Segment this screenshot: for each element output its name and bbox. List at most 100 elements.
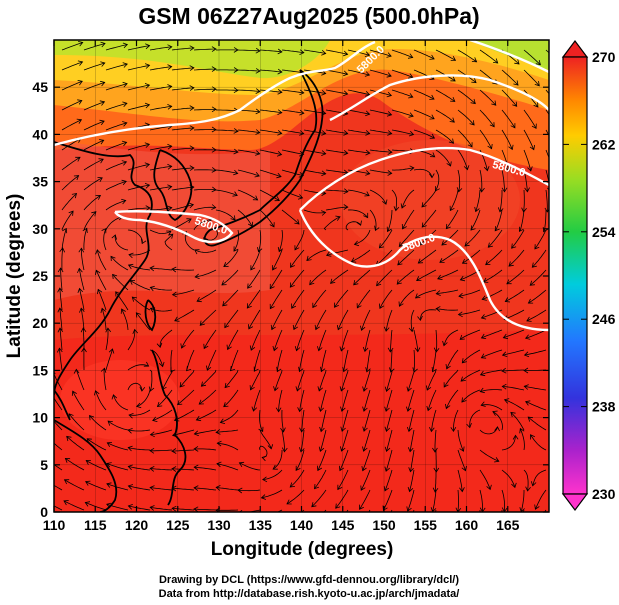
- streamline: [110, 256, 129, 271]
- streamline-arrow: [68, 210, 74, 216]
- streamline-arrow: [171, 266, 177, 273]
- streamline: [162, 369, 173, 390]
- streamline-arrow: [479, 387, 485, 394]
- streamline-arrow: [519, 427, 525, 434]
- streamline: [339, 449, 349, 471]
- streamline-arrow: [362, 426, 368, 432]
- streamline-arrow: [342, 366, 348, 373]
- streamline-arrow: [77, 80, 83, 86]
- streamline: [413, 129, 435, 139]
- streamline: [347, 109, 370, 115]
- streamline-arrow: [211, 106, 217, 113]
- streamline: [289, 269, 305, 288]
- streamline-arrow: [417, 258, 424, 264]
- streamline: [426, 369, 437, 391]
- streamline-arrow: [393, 206, 400, 212]
- streamline: [259, 189, 280, 201]
- streamline: [59, 288, 63, 311]
- streamline: [220, 409, 239, 423]
- streamline-arrow: [530, 434, 535, 440]
- streamline-arrow: [249, 345, 256, 351]
- streamline-arrow: [299, 130, 305, 136]
- streamline-arrow: [299, 427, 305, 433]
- streamline-arrow: [365, 149, 371, 156]
- coastline-korea: [153, 149, 193, 222]
- streamline-arrow: [206, 365, 212, 371]
- streamline: [127, 143, 150, 151]
- streamline: [127, 382, 143, 392]
- streamline-arrow: [407, 53, 414, 59]
- streamline: [206, 349, 217, 371]
- streamline: [528, 289, 547, 304]
- streamline-arrow: [276, 366, 282, 373]
- streamline: [105, 200, 126, 211]
- streamline-arrow: [194, 249, 200, 255]
- streamline-arrow: [269, 222, 275, 228]
- streamline-arrow: [334, 302, 339, 308]
- streamline-arrow: [249, 385, 255, 391]
- streamline: [480, 369, 503, 376]
- streamline-arrow: [554, 124, 558, 129]
- streamline-arrow: [485, 260, 491, 266]
- streamline-arrow: [343, 130, 349, 136]
- streamline: [114, 234, 129, 251]
- streamline-arrow: [364, 191, 370, 197]
- streamline-arrow: [317, 465, 323, 472]
- streamline-arrow: [273, 386, 279, 392]
- streamline: [61, 156, 81, 171]
- streamline: [83, 43, 106, 51]
- streamline-arrow: [321, 210, 327, 216]
- colorbar-tick-label: 230: [592, 486, 616, 502]
- streamline-arrow: [121, 198, 127, 205]
- streamline: [193, 206, 216, 211]
- streamline: [171, 107, 194, 111]
- streamline: [201, 369, 217, 387]
- colorbar-tick-label: 262: [592, 136, 616, 152]
- streamline: [171, 204, 194, 211]
- streamline-arrow: [78, 247, 85, 253]
- streamline-arrow: [98, 158, 104, 164]
- streamline-arrow: [99, 139, 105, 145]
- streamline-arrow: [233, 246, 239, 252]
- streamline: [223, 249, 239, 267]
- streamline: [83, 158, 104, 171]
- streamline-arrow: [386, 226, 392, 233]
- streamline: [237, 129, 260, 133]
- streamline: [128, 429, 151, 432]
- streamline-arrow: [247, 283, 253, 289]
- streamline: [172, 289, 195, 296]
- streamline: [481, 349, 503, 359]
- streamline: [356, 289, 371, 309]
- streamline-arrow: [337, 484, 343, 491]
- streamline: [502, 349, 525, 356]
- streamline-arrow: [127, 263, 134, 270]
- streamline-arrow: [429, 427, 435, 433]
- streamline-arrow: [193, 446, 199, 452]
- streamline-arrow: [450, 427, 457, 433]
- streamline: [259, 209, 275, 228]
- streamline-arrow: [382, 199, 388, 205]
- streamline-arrow: [262, 476, 268, 483]
- coastline-philippines: [151, 349, 187, 506]
- streamline: [436, 289, 459, 295]
- streamline-arrow: [511, 243, 517, 249]
- streamline: [174, 309, 195, 322]
- streamline-arrow: [428, 173, 435, 179]
- streamline: [198, 389, 217, 405]
- streamline-arrow: [534, 244, 540, 250]
- streamline: [150, 267, 173, 271]
- streamline-arrow: [223, 402, 229, 408]
- streamline-arrow: [107, 420, 113, 426]
- contour-line-top-right: [469, 40, 549, 74]
- streamline-arrow: [335, 215, 341, 221]
- streamline-arrow: [460, 376, 466, 382]
- streamline-arrow: [365, 110, 371, 117]
- streamline-arrow: [353, 240, 360, 247]
- x-tick-label: 145: [331, 517, 355, 533]
- streamline: [271, 309, 283, 330]
- streamline-arrow: [445, 403, 451, 410]
- streamline-arrow: [211, 86, 217, 93]
- streamline-arrow: [321, 130, 327, 136]
- streamline: [391, 69, 413, 78]
- streamline-arrow: [122, 81, 128, 88]
